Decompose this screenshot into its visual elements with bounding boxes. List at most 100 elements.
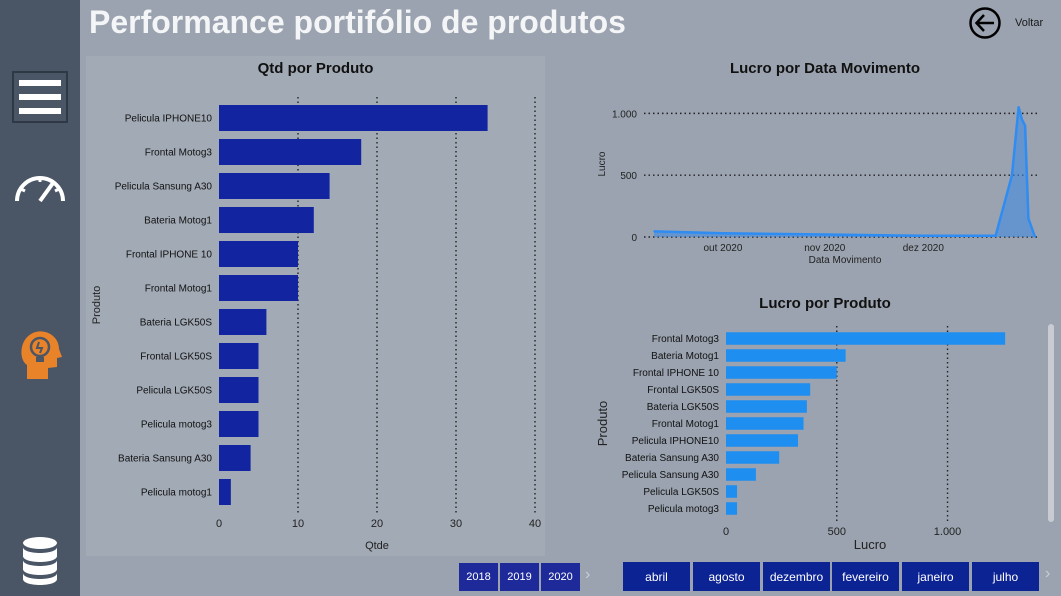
bar — [726, 417, 804, 430]
y-tick-label: Bateria Sansung A30 — [625, 453, 719, 464]
x-axis-label: Lucro — [854, 537, 887, 552]
bar — [219, 309, 267, 335]
month-slicer-agosto[interactable]: agosto — [693, 562, 760, 591]
y-axis-label: Produto — [91, 286, 103, 325]
year-slicer-2020[interactable]: 2020 — [541, 563, 580, 591]
x-tick-label: out 2020 — [704, 243, 743, 254]
y-tick-label: Bateria LGK50S — [647, 402, 720, 413]
x-tick-label: 0 — [723, 526, 729, 538]
bar — [726, 485, 738, 498]
month-slicer-abril[interactable]: abril — [623, 562, 690, 591]
lucro-produto-scrollbar[interactable] — [1048, 324, 1054, 522]
y-tick-label: Bateria Motog1 — [651, 351, 719, 362]
qtd-chart: 0 10 20 30 40 Pelicula IPHONE10 Frontal Motog3… — [91, 97, 541, 552]
year-slicer-2019[interactable]: 2019 — [500, 563, 539, 591]
bar — [219, 241, 298, 267]
month-slicer-julho[interactable]: julho — [972, 562, 1039, 591]
data-point — [1027, 217, 1030, 220]
bar — [726, 332, 1006, 345]
back-button-label[interactable]: Voltar — [1015, 17, 1044, 29]
x-tick-label: 40 — [529, 518, 541, 530]
data-point — [1011, 174, 1013, 176]
bar — [219, 275, 298, 301]
y-tick-label: Pelicula motog1 — [141, 488, 213, 499]
bar — [219, 207, 314, 233]
data-point — [722, 232, 724, 235]
bar — [219, 105, 488, 131]
month-slicer-dezembro[interactable]: dezembro — [763, 562, 830, 591]
y-tick-label: Pelicula Sansung A30 — [622, 470, 720, 481]
lucro-data-chart: 0 500 1.000 out 2020 nov 2020 dez 2020 Data Mo… — [597, 105, 1040, 266]
y-tick-label: Pelicula IPHONE10 — [632, 436, 720, 447]
data-point — [653, 230, 655, 233]
y-tick-label: Bateria Motog1 — [144, 216, 212, 227]
y-tick-label: Frontal Motog3 — [652, 334, 720, 345]
bar — [726, 502, 738, 515]
x-tick-label: 500 — [828, 526, 846, 538]
x-tick-label: 10 — [292, 518, 304, 530]
month-slicer-janeiro[interactable]: janeiro — [902, 562, 969, 591]
y-tick-label: Pelicula Sansung A30 — [115, 182, 213, 193]
bar — [219, 173, 330, 199]
year-slicer-next-chevron-icon[interactable]: › — [585, 566, 591, 583]
data-point — [922, 234, 925, 237]
y-tick-label: Frontal LGK50S — [140, 352, 212, 363]
y-tick-label: Frontal IPHONE 10 — [633, 368, 720, 379]
y-tick-label: Pelicula LGK50S — [136, 386, 212, 397]
y-tick-label: Pelicula motog3 — [141, 420, 213, 431]
bar — [219, 139, 362, 165]
x-tick-label: 0 — [216, 518, 222, 530]
data-button[interactable] — [5, 535, 75, 587]
speedometer-icon — [15, 176, 65, 203]
x-tick-label: 1.000 — [934, 526, 962, 538]
y-tick-label: Pelicula motog3 — [648, 504, 720, 515]
year-slicer-2018[interactable]: 2018 — [459, 563, 498, 591]
bar — [726, 468, 756, 481]
data-point — [823, 233, 826, 236]
lucro-produto-chart: 0 500 1.000 Frontal Motog3 Bateria Motog1 Fro… — [595, 326, 1006, 552]
dashboard-button[interactable] — [5, 165, 75, 209]
lucro-produto-chart-title: Lucro por Produto — [759, 295, 891, 312]
x-tick-label: 30 — [450, 518, 462, 530]
database-icon — [23, 537, 57, 585]
lightbulb-head-icon — [21, 331, 62, 379]
y-tick-label: Frontal Motog1 — [145, 284, 213, 295]
y-tick-label: 1.000 — [612, 109, 637, 120]
area-series-line — [653, 105, 1037, 238]
bar — [726, 366, 837, 379]
y-tick-label: Frontal LGK50S — [647, 385, 719, 396]
y-tick-label: Pelicula IPHONE10 — [125, 114, 213, 125]
data-point — [1034, 236, 1036, 238]
y-tick-label: Pelicula LGK50S — [643, 487, 719, 498]
data-point — [994, 234, 997, 237]
y-tick-label: Frontal IPHONE 10 — [126, 250, 213, 261]
insights-button[interactable] — [5, 326, 75, 382]
hamburger-menu-icon — [12, 71, 68, 123]
bar — [219, 377, 259, 403]
data-point — [1017, 106, 1020, 108]
y-axis-label: Lucro — [597, 151, 608, 176]
data-point — [1021, 118, 1023, 121]
bar — [726, 383, 811, 396]
y-tick-label: Bateria LGK50S — [140, 318, 213, 329]
bar — [726, 434, 798, 447]
month-slicer-next-chevron-icon[interactable]: › — [1045, 565, 1051, 582]
y-tick-label: Bateria Sansung A30 — [118, 454, 212, 465]
y-tick-label: 500 — [620, 171, 637, 182]
y-tick-label: Frontal Motog1 — [652, 419, 720, 430]
x-tick-label: nov 2020 — [804, 243, 846, 254]
y-tick-label: 0 — [631, 233, 637, 244]
x-axis-label: Qtde — [365, 540, 389, 552]
x-tick-label: dez 2020 — [903, 243, 945, 254]
back-arrow-icon[interactable] — [968, 6, 1002, 40]
menu-button[interactable] — [5, 70, 75, 124]
bar — [726, 400, 807, 413]
bar — [219, 445, 251, 471]
bar — [219, 479, 231, 505]
qtd-chart-title: Qtd por Produto — [257, 60, 374, 77]
page-title: Performance portifólio de produtos — [89, 4, 626, 40]
y-axis-label: Produto — [595, 401, 610, 447]
bar — [219, 343, 259, 369]
bar — [726, 349, 846, 362]
month-slicer-fevereiro[interactable]: fevereiro — [832, 562, 899, 591]
